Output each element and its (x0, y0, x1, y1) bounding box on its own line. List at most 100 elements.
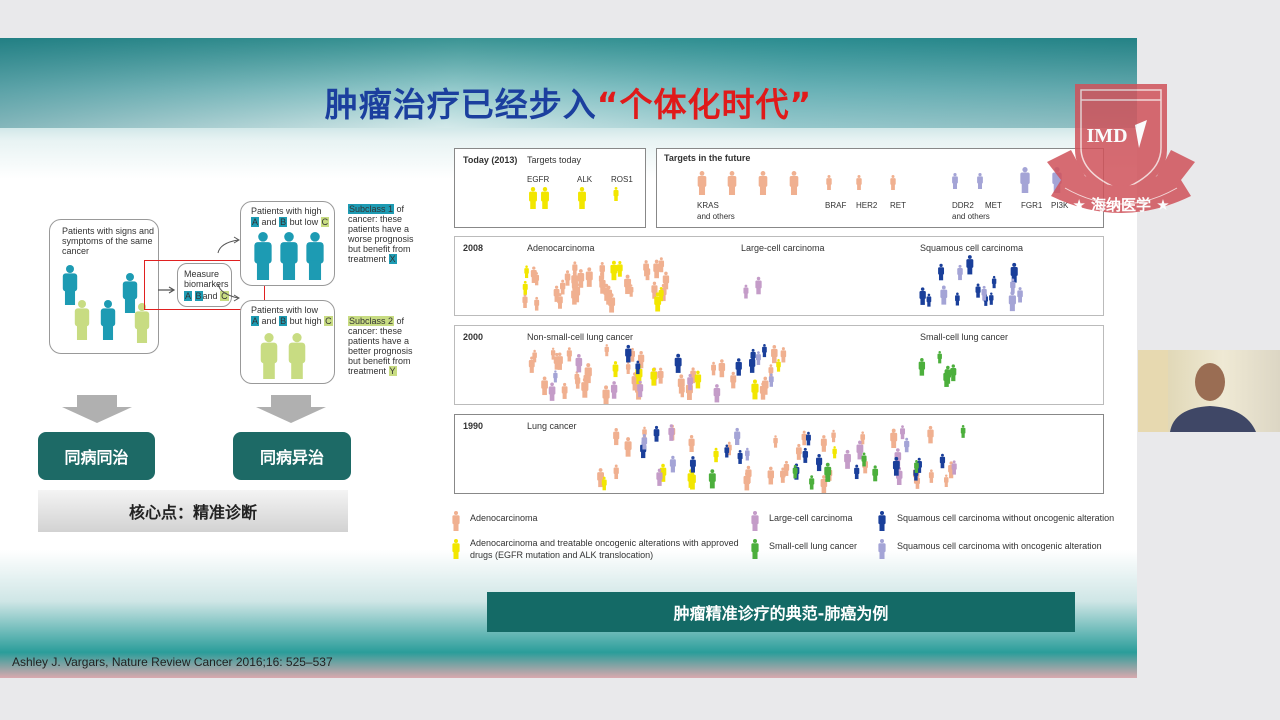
person-icon (989, 292, 994, 305)
figures-1990 (597, 424, 966, 493)
person-icon (687, 373, 694, 391)
person-icon (534, 272, 540, 286)
high-patients-figures (254, 232, 324, 280)
row-category-label: Squamous cell carcinoma (920, 243, 1024, 253)
person-icon (780, 347, 787, 363)
hk-a: A (251, 217, 260, 227)
presentation-slide: 肿瘤治疗已经步入“个体化时代” Patients with signs and … (0, 38, 1137, 678)
target-kras: KRAS (697, 201, 719, 210)
person-icon (522, 293, 528, 308)
person-icon (522, 280, 528, 295)
person-icon (737, 449, 743, 464)
target-ddr2: DDR2 (952, 201, 974, 210)
person-icon (575, 374, 581, 389)
year-label: 2008 (463, 243, 484, 253)
lk-c: C (324, 316, 333, 326)
person-icon (1017, 287, 1023, 303)
person-icon (260, 333, 278, 379)
person-icon (597, 468, 604, 488)
person-icon (601, 476, 607, 491)
person-icon (919, 287, 926, 305)
person-icon (914, 459, 919, 473)
person-icon (564, 270, 571, 286)
person-icon (1010, 278, 1016, 294)
person-icon (452, 539, 460, 559)
person-icon (557, 293, 563, 309)
person-icon (743, 472, 751, 491)
person-icon (854, 464, 860, 480)
person-icon (643, 260, 650, 277)
person-icon (755, 276, 762, 295)
person-icon (688, 435, 695, 453)
subclass2-text: Subclass 2 of cancer: these patients hav… (348, 316, 426, 376)
title-highlight: “个体化时代” (596, 85, 813, 124)
target-braf: BRAF (825, 201, 847, 210)
person-icon (816, 453, 823, 472)
same-disease-different-treatment-button[interactable]: 同病异治 (233, 432, 351, 480)
legend-squamous-without: Squamous cell carcinoma without oncogeni… (897, 513, 1115, 523)
person-icon (613, 428, 620, 446)
person-icon (635, 360, 641, 375)
person-icon (773, 435, 778, 448)
person-icon (610, 381, 618, 399)
person-icon (955, 292, 960, 306)
person-icon (975, 283, 981, 298)
person-icon (926, 293, 932, 307)
person-icon (628, 284, 634, 297)
targets-future-label: Targets in the future (664, 153, 751, 163)
key-and: and (202, 291, 218, 301)
and-others-label: and others (952, 212, 990, 221)
person-icon (612, 361, 619, 378)
low-box: Patients with low A and B but high C (240, 300, 335, 384)
person-icon (553, 285, 560, 302)
row-1990: 1990 Lung cancer (454, 414, 1104, 494)
person-icon (613, 464, 619, 480)
title-main: 肿瘤治疗已经步入 (324, 85, 597, 124)
year-label: 2000 (463, 332, 484, 342)
person-icon (735, 358, 742, 376)
person-icon (856, 440, 864, 460)
person-icon (529, 187, 537, 209)
hk-c: C (320, 217, 330, 227)
arrow-right-icon (158, 286, 176, 294)
subclass1-desc: of cancer: these patients have a worse p… (348, 204, 414, 264)
person-icon (927, 425, 934, 444)
person-icon (951, 460, 957, 475)
patients-figures (62, 265, 150, 343)
low-patients-figures (260, 333, 306, 379)
person-icon (662, 271, 670, 290)
person-icon (751, 511, 759, 531)
person-icon (718, 359, 726, 378)
person-icon (750, 348, 756, 364)
person-icon (708, 469, 716, 489)
row-category-label: Adenocarcinoma (527, 243, 595, 253)
person-icon (792, 464, 798, 479)
person-icon (625, 344, 632, 363)
person-icon (669, 455, 676, 473)
measure-box: Measure biomarkers A Band C (177, 263, 232, 307)
subclass1-text: Subclass 1 of cancer: these patients hav… (348, 204, 426, 264)
person-icon (872, 465, 879, 482)
person-icon (820, 435, 827, 452)
person-icon (553, 352, 560, 370)
person-icon (254, 232, 272, 280)
person-icon (824, 462, 832, 482)
person-icon (605, 285, 613, 305)
person-icon (452, 511, 460, 531)
high-box: Patients with high A and B but low C (240, 201, 335, 286)
hk-but: but low (289, 217, 319, 227)
treatment-y: Y (388, 366, 397, 376)
person-icon (805, 431, 811, 446)
today-label: Today (2013) (463, 155, 518, 165)
hk-and: and (261, 217, 277, 227)
person-icon (524, 265, 529, 279)
person-icon (861, 452, 867, 467)
high-box-line1: Patients with high (251, 206, 322, 216)
person-icon (832, 446, 837, 459)
person-icon (730, 371, 737, 389)
person-icon (550, 347, 556, 360)
same-disease-same-treatment-button[interactable]: 同病同治 (38, 432, 155, 480)
person-icon (724, 444, 730, 458)
presenter-silhouette (1138, 350, 1256, 432)
person-icon (581, 377, 589, 398)
